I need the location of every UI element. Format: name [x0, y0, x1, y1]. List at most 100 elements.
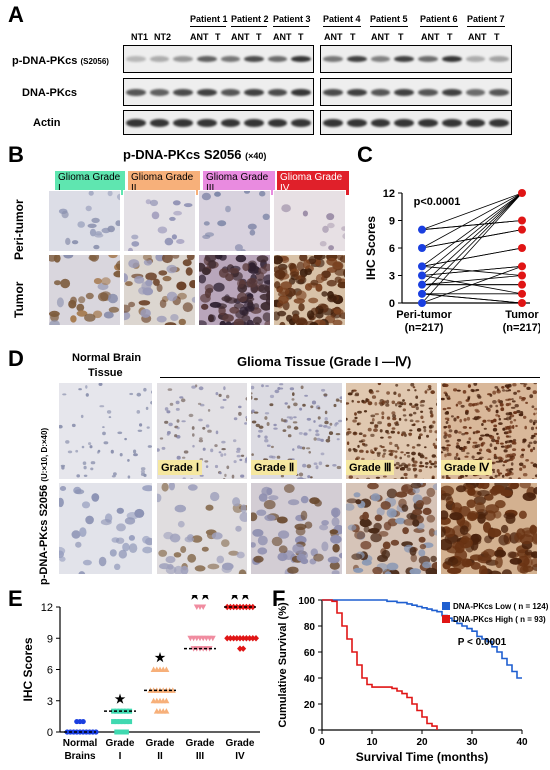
nucleus: [374, 424, 377, 428]
nucleus: [353, 567, 364, 573]
nucleus: [199, 474, 204, 477]
nucleus: [431, 454, 436, 458]
nucleus: [309, 476, 313, 479]
pair-line: [421, 192, 523, 276]
grade-tag-d4: Grade Ⅳ: [441, 460, 492, 475]
nucleus: [295, 526, 306, 536]
nucleus: [487, 419, 491, 422]
nucleus: [424, 446, 427, 449]
pair-line: [421, 247, 523, 267]
nucleus: [175, 400, 180, 405]
nucleus: [287, 499, 300, 506]
nucleus: [81, 501, 91, 509]
nucleus: [418, 549, 426, 557]
tumor-point: [518, 244, 526, 252]
nucleus: [164, 322, 177, 325]
nucleus: [208, 314, 214, 323]
nucleus: [414, 403, 419, 407]
nucleus: [253, 555, 264, 563]
nucleus: [205, 465, 209, 468]
nucleus: [430, 555, 437, 563]
nucleus: [339, 399, 342, 403]
nucleus: [162, 255, 173, 264]
nucleus: [501, 386, 505, 389]
nucleus: [264, 320, 270, 325]
nucleus: [455, 485, 467, 493]
nucleus: [125, 281, 133, 287]
nucleus: [363, 410, 368, 413]
nucleus: [167, 564, 174, 570]
nucleus: [251, 385, 255, 390]
nucleus: [389, 441, 393, 445]
nucleus: [397, 431, 400, 435]
nucleus: [362, 511, 369, 521]
nucleus: [460, 404, 465, 408]
blot-band: [346, 88, 367, 96]
nucleus: [399, 467, 403, 471]
nucleus: [100, 519, 112, 526]
blot-band: [489, 118, 509, 127]
y-tick-label: 3: [47, 696, 53, 708]
nucleus: [408, 413, 413, 417]
nucleus: [284, 402, 288, 405]
nucleus: [443, 425, 448, 429]
nucleus: [494, 386, 499, 389]
nucleus: [357, 444, 360, 448]
ihc-micrograph: [156, 482, 248, 575]
nucleus: [226, 465, 230, 470]
nucleus: [315, 429, 319, 433]
nucleus: [204, 288, 212, 299]
nucleus: [375, 390, 380, 393]
nucleus: [332, 464, 337, 467]
patient-underline: [323, 26, 361, 27]
panel-b-title-text: p-DNA-PKcs S2056: [123, 147, 242, 162]
x-category-label: Grade: [226, 738, 255, 749]
panel-label-d: D: [8, 346, 24, 371]
nucleus: [436, 398, 437, 401]
nucleus: [304, 283, 313, 291]
nucleus: [419, 404, 425, 407]
nucleus: [76, 303, 85, 312]
blot-band: [323, 118, 343, 127]
nucleus: [323, 425, 328, 428]
nucleus: [390, 430, 395, 434]
nucleus: [242, 263, 250, 272]
panel-label-f: F: [272, 586, 286, 611]
nucleus: [331, 507, 341, 518]
tissue-texture: [441, 483, 537, 574]
nucleus: [269, 403, 274, 407]
nucleus: [381, 415, 385, 420]
nucleus: [165, 556, 176, 564]
nucleus: [454, 429, 458, 434]
nucleus: [127, 459, 130, 462]
nucleus: [184, 536, 195, 543]
blot-band: [126, 118, 146, 127]
tumor-point: [518, 262, 526, 271]
nucleus: [529, 419, 533, 423]
nucleus: [371, 395, 377, 399]
nucleus: [511, 398, 514, 401]
nucleus: [332, 543, 340, 553]
nucleus: [286, 416, 291, 419]
nucleus: [509, 468, 513, 471]
nucleus: [313, 553, 324, 562]
nucleus: [75, 541, 82, 548]
nucleus: [519, 483, 531, 489]
nucleus: [398, 464, 403, 467]
nucleus: [376, 507, 385, 516]
pair-line: [421, 192, 523, 267]
nucleus: [253, 397, 258, 401]
nucleus: [70, 315, 77, 323]
blot-band: [441, 56, 462, 62]
nucleus: [406, 467, 411, 472]
nucleus: [383, 452, 386, 455]
nucleus: [142, 287, 154, 296]
nucleus: [113, 270, 120, 278]
nucleus: [252, 529, 264, 537]
nucleus: [168, 422, 173, 427]
nucleus: [218, 393, 222, 397]
nucleus: [266, 444, 271, 447]
panel-b-title-suffix: (×40): [245, 151, 267, 161]
nucleus: [117, 431, 123, 435]
nucleus: [374, 514, 383, 522]
